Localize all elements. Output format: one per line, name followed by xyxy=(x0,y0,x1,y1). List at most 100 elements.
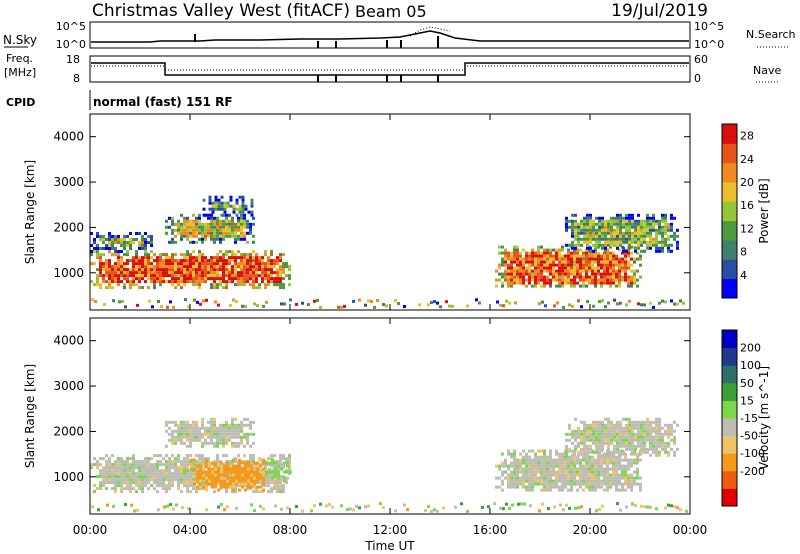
heatmap-cell xyxy=(570,482,573,486)
ground-scatter-cell xyxy=(403,305,406,308)
heatmap-cell xyxy=(153,475,156,479)
power-colorbar-label: Power [dB] xyxy=(757,178,771,243)
heatmap-cell xyxy=(627,266,630,270)
heatmap-cell xyxy=(214,461,217,465)
heatmap-cell xyxy=(165,454,168,458)
heatmap-cell xyxy=(150,478,153,482)
heatmap-cell xyxy=(177,466,180,470)
heatmap-cell xyxy=(201,457,204,461)
heatmap-cell xyxy=(588,482,591,486)
ground-scatter-cell xyxy=(364,505,367,509)
heatmap-cell xyxy=(267,490,270,494)
heatmap-cell xyxy=(516,485,519,489)
heatmap-cell xyxy=(225,213,228,217)
heatmap-cell xyxy=(528,266,531,270)
heatmap-cell xyxy=(223,204,227,208)
heatmap-cell xyxy=(240,423,243,427)
heatmap-cell xyxy=(516,254,519,258)
heatmap-cell xyxy=(640,240,643,244)
heatmap-cell xyxy=(216,222,219,226)
heatmap-cell xyxy=(516,257,519,261)
heatmap-cell xyxy=(183,429,186,433)
heatmap-cell xyxy=(586,216,589,220)
heatmap-cell xyxy=(117,463,120,467)
heatmap-cell xyxy=(147,286,150,290)
heatmap-cell xyxy=(603,455,606,459)
heatmap-cell xyxy=(616,432,619,436)
heatmap-cell xyxy=(168,472,171,476)
heatmap-cell xyxy=(159,262,162,266)
ground-scatter-cell xyxy=(616,502,619,506)
colorbar-tick-label: 12 xyxy=(740,222,754,235)
heatmap-cell xyxy=(570,254,573,258)
heatmap-cell xyxy=(630,281,633,285)
heatmap-cell xyxy=(574,435,577,439)
heatmap-cell xyxy=(132,472,135,476)
heatmap-cell xyxy=(639,452,642,456)
heatmap-cell xyxy=(577,234,580,238)
heatmap-cell xyxy=(616,243,619,247)
heatmap-cell xyxy=(555,251,558,255)
heatmap-cell xyxy=(513,482,516,486)
heatmap-cell xyxy=(612,251,615,255)
ground-scatter-cell xyxy=(313,504,316,508)
heatmap-cell xyxy=(102,466,105,470)
heatmap-cell xyxy=(606,470,609,474)
heatmap-cell xyxy=(522,473,525,477)
heatmap-cell xyxy=(216,253,219,257)
heatmap-cell xyxy=(601,453,604,457)
heatmap-cell xyxy=(279,478,282,482)
heatmap-cell xyxy=(643,423,646,427)
heatmap-cell xyxy=(598,429,601,433)
heatmap-cell xyxy=(250,464,253,468)
heatmap-cell xyxy=(579,284,582,288)
heatmap-cell xyxy=(225,231,228,235)
heatmap-cell xyxy=(228,426,231,430)
heatmap-cell xyxy=(561,269,564,273)
heatmap-cell xyxy=(637,423,640,427)
heatmap-cell xyxy=(105,460,108,464)
heatmap-cell xyxy=(519,476,522,480)
heatmap-cell xyxy=(162,271,165,275)
heatmap-cell xyxy=(250,198,254,202)
heatmap-cell xyxy=(96,283,99,287)
heatmap-cell xyxy=(222,277,225,281)
heatmap-cell xyxy=(120,475,123,479)
heatmap-cell xyxy=(579,461,582,465)
heatmap-cell xyxy=(580,228,583,232)
heatmap-cell xyxy=(183,469,186,473)
velocity-ylabel: Slant Range [km] xyxy=(23,364,37,468)
heatmap-cell xyxy=(540,269,543,273)
heatmap-cell xyxy=(637,441,640,445)
heatmap-cell xyxy=(159,469,162,473)
heatmap-cell xyxy=(249,271,252,275)
heatmap-cell xyxy=(615,263,618,267)
heatmap-cell xyxy=(652,213,655,217)
heatmap-cell xyxy=(543,479,546,483)
heatmap-cell xyxy=(249,256,252,260)
heatmap-cell xyxy=(573,284,576,288)
heatmap-cell xyxy=(571,225,574,229)
heatmap-cell xyxy=(249,420,252,424)
heatmap-cell xyxy=(537,275,540,279)
heatmap-cell xyxy=(667,453,670,457)
heatmap-cell xyxy=(126,274,129,278)
heatmap-cell xyxy=(207,274,210,278)
heatmap-cell xyxy=(189,444,192,448)
heatmap-cell xyxy=(162,262,165,266)
heatmap-cell xyxy=(601,225,604,229)
heatmap-cell xyxy=(577,240,580,244)
heatmap-cell xyxy=(649,444,652,448)
heatmap-cell xyxy=(201,417,204,421)
heatmap-cell xyxy=(540,467,543,471)
heatmap-cell xyxy=(640,234,643,238)
heatmap-cell xyxy=(513,245,516,249)
heatmap-cell xyxy=(573,251,576,255)
ground-scatter-cell xyxy=(97,508,100,512)
heatmap-cell xyxy=(123,478,126,482)
heatmap-cell xyxy=(219,268,222,272)
heatmap-cell xyxy=(531,479,534,483)
heatmap-cell xyxy=(138,478,141,482)
heatmap-cell xyxy=(198,286,201,290)
heatmap-cell xyxy=(183,274,186,278)
